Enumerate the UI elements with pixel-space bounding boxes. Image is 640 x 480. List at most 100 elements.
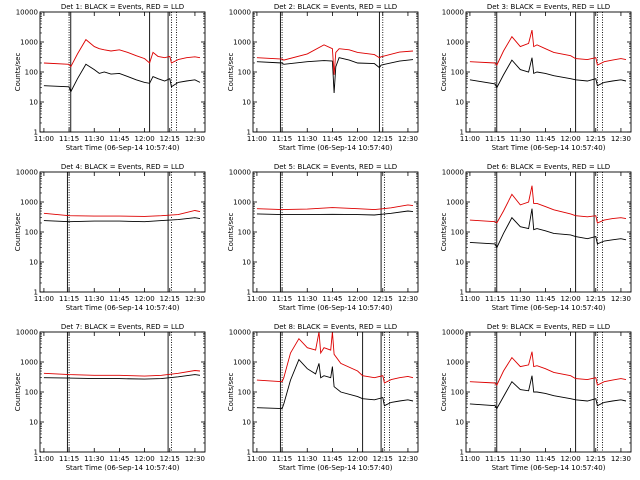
chart-title: Det 5: BLACK = Events, RED = LLD: [274, 163, 397, 171]
x-axis-label: Start Time (06-Sep-14 10:57:40): [492, 304, 606, 312]
series-line-lld: [256, 204, 414, 211]
y-axis-label: Counts/sec: [440, 53, 448, 92]
x-tick-label: 11:15: [59, 295, 79, 303]
plot-frame: [39, 11, 206, 133]
x-tick-label: 12:15: [586, 135, 606, 143]
panel-plot-svg: Det 1: BLACK = Events, RED = LLD 1 10 100 10…: [14, 3, 206, 152]
y-tick-label: 100: [238, 229, 251, 237]
y-tick-label: 100: [238, 69, 251, 77]
y-tick-label: 10000: [16, 329, 38, 337]
plot-frame: [39, 331, 206, 453]
x-tick-label: 11:45: [109, 295, 129, 303]
x-tick-label: 11:00: [460, 295, 480, 303]
x-tick-label: 11:30: [84, 295, 104, 303]
series-line-events: [43, 63, 201, 93]
x-axis-label: Start Time (06-Sep-14 10:57:40): [492, 144, 606, 152]
detector-panel-3: Det 3: BLACK = Events, RED = LLD 1 10 100 10…: [426, 0, 639, 160]
y-tick-label: 100: [451, 69, 464, 77]
x-axis-label: Start Time (06-Sep-14 10:57:40): [66, 144, 180, 152]
y-tick-label: 1: [460, 449, 464, 457]
chart-title: Det 6: BLACK = Events, RED = LLD: [487, 163, 610, 171]
y-tick-label: 100: [238, 389, 251, 397]
x-tick-label: 11:30: [297, 135, 317, 143]
y-tick-label: 10000: [229, 169, 251, 177]
y-tick-label: 1: [34, 129, 38, 137]
y-tick-label: 10000: [16, 169, 38, 177]
y-tick-label: 10000: [442, 329, 464, 337]
x-tick-label: 11:45: [322, 455, 342, 463]
x-tick-label: 11:00: [460, 455, 480, 463]
x-tick-label: 12:15: [586, 455, 606, 463]
x-tick-label: 12:00: [347, 295, 367, 303]
x-tick-label: 12:15: [373, 455, 393, 463]
x-tick-label: 12:30: [185, 295, 205, 303]
x-tick-label: 11:30: [510, 295, 530, 303]
x-axis-label: Start Time (06-Sep-14 10:57:40): [66, 304, 180, 312]
y-axis-label: Counts/sec: [440, 373, 448, 412]
series-line-lld: [469, 185, 627, 224]
detector-panel-6: Det 6: BLACK = Events, RED = LLD 1 10 100 10…: [426, 160, 639, 320]
x-tick-label: 12:15: [160, 455, 180, 463]
series-line-lld: [469, 29, 627, 66]
x-tick-label: 11:45: [535, 295, 555, 303]
y-tick-label: 1000: [446, 199, 464, 207]
x-tick-label: 11:30: [84, 455, 104, 463]
x-tick-label: 11:00: [460, 135, 480, 143]
y-tick-label: 1000: [446, 39, 464, 47]
x-tick-label: 12:30: [398, 455, 418, 463]
x-axis-label: Start Time (06-Sep-14 10:57:40): [279, 304, 393, 312]
y-tick-label: 10000: [229, 329, 251, 337]
x-tick-label: 12:30: [611, 455, 631, 463]
y-tick-label: 1000: [20, 359, 38, 367]
y-tick-label: 10: [455, 259, 464, 267]
x-tick-label: 11:00: [247, 295, 267, 303]
chart-title: Det 9: BLACK = Events, RED = LLD: [487, 323, 610, 331]
series-line-lld: [43, 38, 201, 68]
x-tick-label: 11:00: [247, 135, 267, 143]
chart-title: Det 7: BLACK = Events, RED = LLD: [61, 323, 184, 331]
x-tick-label: 12:00: [560, 455, 580, 463]
x-tick-label: 11:15: [485, 295, 505, 303]
y-axis-label: Counts/sec: [14, 53, 22, 92]
detector-panel-7: Det 7: BLACK = Events, RED = LLD 1 10 100 10…: [0, 320, 213, 480]
y-tick-label: 10: [242, 419, 251, 427]
x-tick-label: 11:00: [34, 455, 54, 463]
x-tick-label: 11:00: [247, 455, 267, 463]
x-tick-label: 11:45: [535, 455, 555, 463]
panel-plot-svg: Det 9: BLACK = Events, RED = LLD 1 10 100 10…: [440, 323, 632, 472]
plot-frame: [252, 11, 419, 133]
detector-panel-1: Det 1: BLACK = Events, RED = LLD 1 10 100 10…: [0, 0, 213, 160]
y-tick-label: 1000: [20, 39, 38, 47]
detector-panel-2: Det 2: BLACK = Events, RED = LLD 1 10 100 10…: [213, 0, 426, 160]
chart-title: Det 3: BLACK = Events, RED = LLD: [487, 3, 610, 11]
x-tick-label: 11:45: [109, 455, 129, 463]
x-tick-label: 11:30: [510, 135, 530, 143]
y-axis-label: Counts/sec: [227, 373, 235, 412]
chart-title: Det 8: BLACK = Events, RED = LLD: [274, 323, 397, 331]
y-tick-label: 1: [247, 449, 251, 457]
y-axis-label: Counts/sec: [227, 213, 235, 252]
series-line-events: [43, 217, 201, 223]
series-line-lld: [469, 351, 627, 386]
x-tick-label: 11:45: [109, 135, 129, 143]
series-line-events: [256, 358, 414, 410]
series-line-events: [469, 375, 627, 410]
x-axis-label: Start Time (06-Sep-14 10:57:40): [66, 464, 180, 472]
y-tick-label: 1000: [20, 199, 38, 207]
plot-frame: [252, 331, 419, 453]
series-line-lld: [43, 370, 201, 377]
y-tick-label: 1: [247, 129, 251, 137]
plot-frame: [465, 331, 632, 453]
y-tick-label: 10000: [442, 9, 464, 17]
y-tick-label: 1: [34, 289, 38, 297]
plot-frame: [252, 171, 419, 293]
series-line-events: [469, 57, 627, 89]
x-tick-label: 12:30: [398, 295, 418, 303]
y-tick-label: 10: [242, 259, 251, 267]
x-tick-label: 11:30: [297, 295, 317, 303]
chart-title: Det 4: BLACK = Events, RED = LLD: [61, 163, 184, 171]
x-tick-label: 11:30: [510, 455, 530, 463]
y-tick-label: 1: [460, 289, 464, 297]
x-tick-label: 11:15: [272, 455, 292, 463]
